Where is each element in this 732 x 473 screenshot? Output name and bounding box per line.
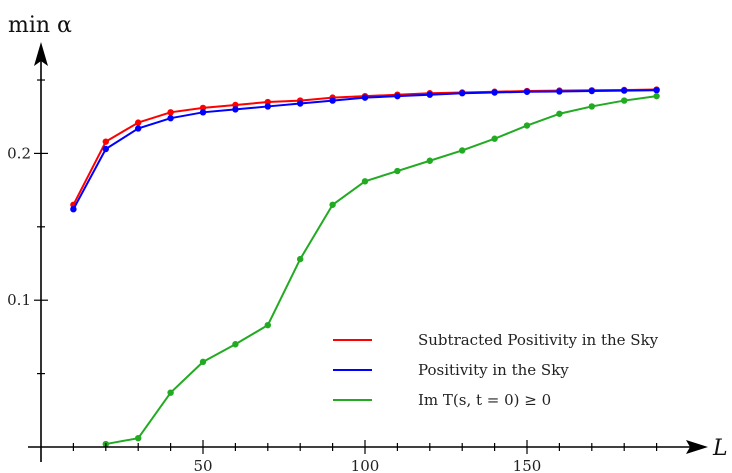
data-point xyxy=(491,135,498,142)
data-point xyxy=(135,434,142,442)
data-point xyxy=(653,92,660,100)
data-point xyxy=(264,103,271,110)
data-point xyxy=(167,114,174,122)
data-point xyxy=(556,88,563,95)
y-axis-arrow xyxy=(34,42,48,66)
x-tick-label: 50 xyxy=(193,457,212,473)
data-point xyxy=(297,255,304,263)
data-point xyxy=(232,341,239,348)
series-line-3 xyxy=(105,95,657,446)
data-point xyxy=(102,138,110,145)
y-tick-label: 0.2 xyxy=(7,144,31,162)
data-point xyxy=(329,97,336,104)
legend: Subtracted Positivity in the Sky Positivi… xyxy=(333,331,659,409)
data-point xyxy=(621,97,628,104)
data-point xyxy=(523,122,531,129)
data-point xyxy=(264,321,271,329)
data-point xyxy=(167,109,174,116)
x-tick-label: 100 xyxy=(351,457,380,473)
y-tick-labels: 0.1 0.2 xyxy=(7,144,31,309)
data-point xyxy=(491,89,498,96)
data-point xyxy=(232,101,239,109)
x-tick-label: 150 xyxy=(513,457,542,473)
y-minor-ticks xyxy=(34,79,48,375)
data-point xyxy=(297,100,304,107)
x-minor-ticks xyxy=(72,440,658,454)
data-point xyxy=(459,147,466,154)
data-point xyxy=(621,87,628,94)
axes xyxy=(28,42,708,462)
data-point xyxy=(588,87,595,95)
legend-label: Subtracted Positivity in the Sky xyxy=(418,331,659,349)
data-point xyxy=(167,389,174,396)
data-point xyxy=(459,90,466,97)
data-point xyxy=(135,119,142,126)
data-point xyxy=(426,91,433,98)
data-point xyxy=(102,145,110,153)
data-point xyxy=(361,94,369,101)
x-tick-labels: 50 100 150 xyxy=(193,457,541,473)
x-axis-arrow xyxy=(686,440,708,454)
data-point xyxy=(329,201,336,208)
data-point xyxy=(426,157,433,164)
data-point xyxy=(653,87,660,94)
data-point xyxy=(232,106,239,113)
data-point xyxy=(70,205,77,213)
series-line-2 xyxy=(72,89,657,210)
data-point xyxy=(523,88,531,95)
legend-label: Positivity in the Sky xyxy=(418,361,569,379)
series-line-1 xyxy=(72,88,657,206)
data-point xyxy=(361,178,369,185)
data-point xyxy=(199,109,207,116)
data-point xyxy=(199,358,207,366)
data-point xyxy=(394,167,401,175)
y-tick-label: 0.1 xyxy=(7,291,31,309)
data-point xyxy=(199,104,207,112)
x-axis-label: L xyxy=(712,436,728,461)
data-point xyxy=(394,92,401,100)
plot-area xyxy=(70,86,660,448)
data-point xyxy=(264,98,271,106)
y-axis-label: min α xyxy=(8,13,72,38)
data-point xyxy=(588,103,595,110)
data-point xyxy=(135,125,142,132)
legend-label: Im T(s, t = 0) ≥ 0 xyxy=(418,391,551,409)
data-point xyxy=(556,110,563,117)
